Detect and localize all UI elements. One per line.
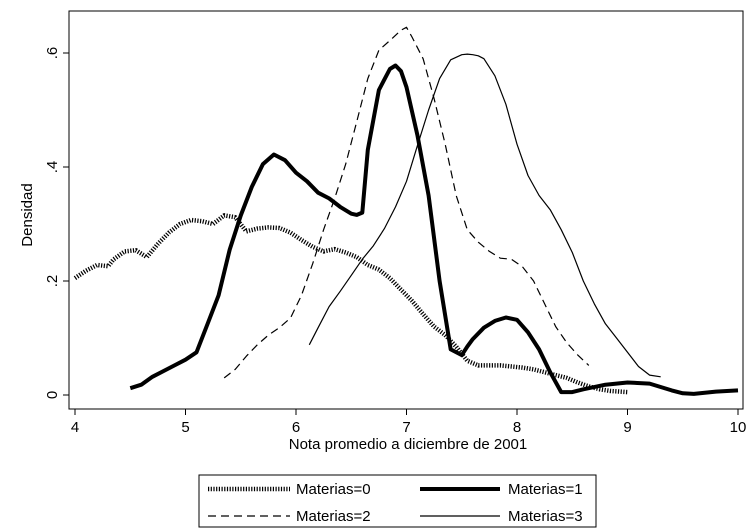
- x-tick-label-2: 6: [292, 419, 300, 436]
- x-tick-label-3: 7: [402, 419, 410, 436]
- y-tick-label-2: .4: [44, 161, 61, 174]
- legend-label-materias-0: Materias=0: [296, 481, 371, 498]
- series-line-materias-0: [73, 213, 628, 395]
- legend-box: [198, 474, 597, 528]
- series-line-materias-3: [308, 53, 661, 378]
- legend-label-materias-2: Materias=2: [296, 508, 371, 525]
- x-axis-title: Nota promedio a diciembre de 2001: [289, 436, 527, 453]
- series-layer: [73, 26, 739, 396]
- x-axis: 4 5 6 7 8 9 10: [69, 408, 747, 436]
- series-line-materias-1: [129, 63, 739, 396]
- legend-label-materias-1: Materias=1: [508, 481, 583, 498]
- x-tick-label-0: 4: [71, 419, 79, 436]
- x-tick-label-6: 10: [730, 419, 747, 436]
- y-tick-label-1: .2: [44, 275, 61, 288]
- x-tick-label-1: 5: [181, 419, 189, 436]
- y-axis-title: Densidad: [19, 183, 36, 246]
- y-tick-label-0: 0: [44, 391, 61, 399]
- legend-label-materias-3: Materias=3: [508, 508, 583, 525]
- x-tick-label-5: 9: [623, 419, 631, 436]
- y-tick-label-3: .6: [44, 47, 61, 60]
- series-line-materias-2: [223, 26, 590, 379]
- x-tick-label-4: 8: [513, 419, 521, 436]
- y-axis: 0 .2 .4 .6: [44, 11, 70, 409]
- legend: Materias=0 Materias=1 Materias=2 Materia…: [198, 474, 597, 528]
